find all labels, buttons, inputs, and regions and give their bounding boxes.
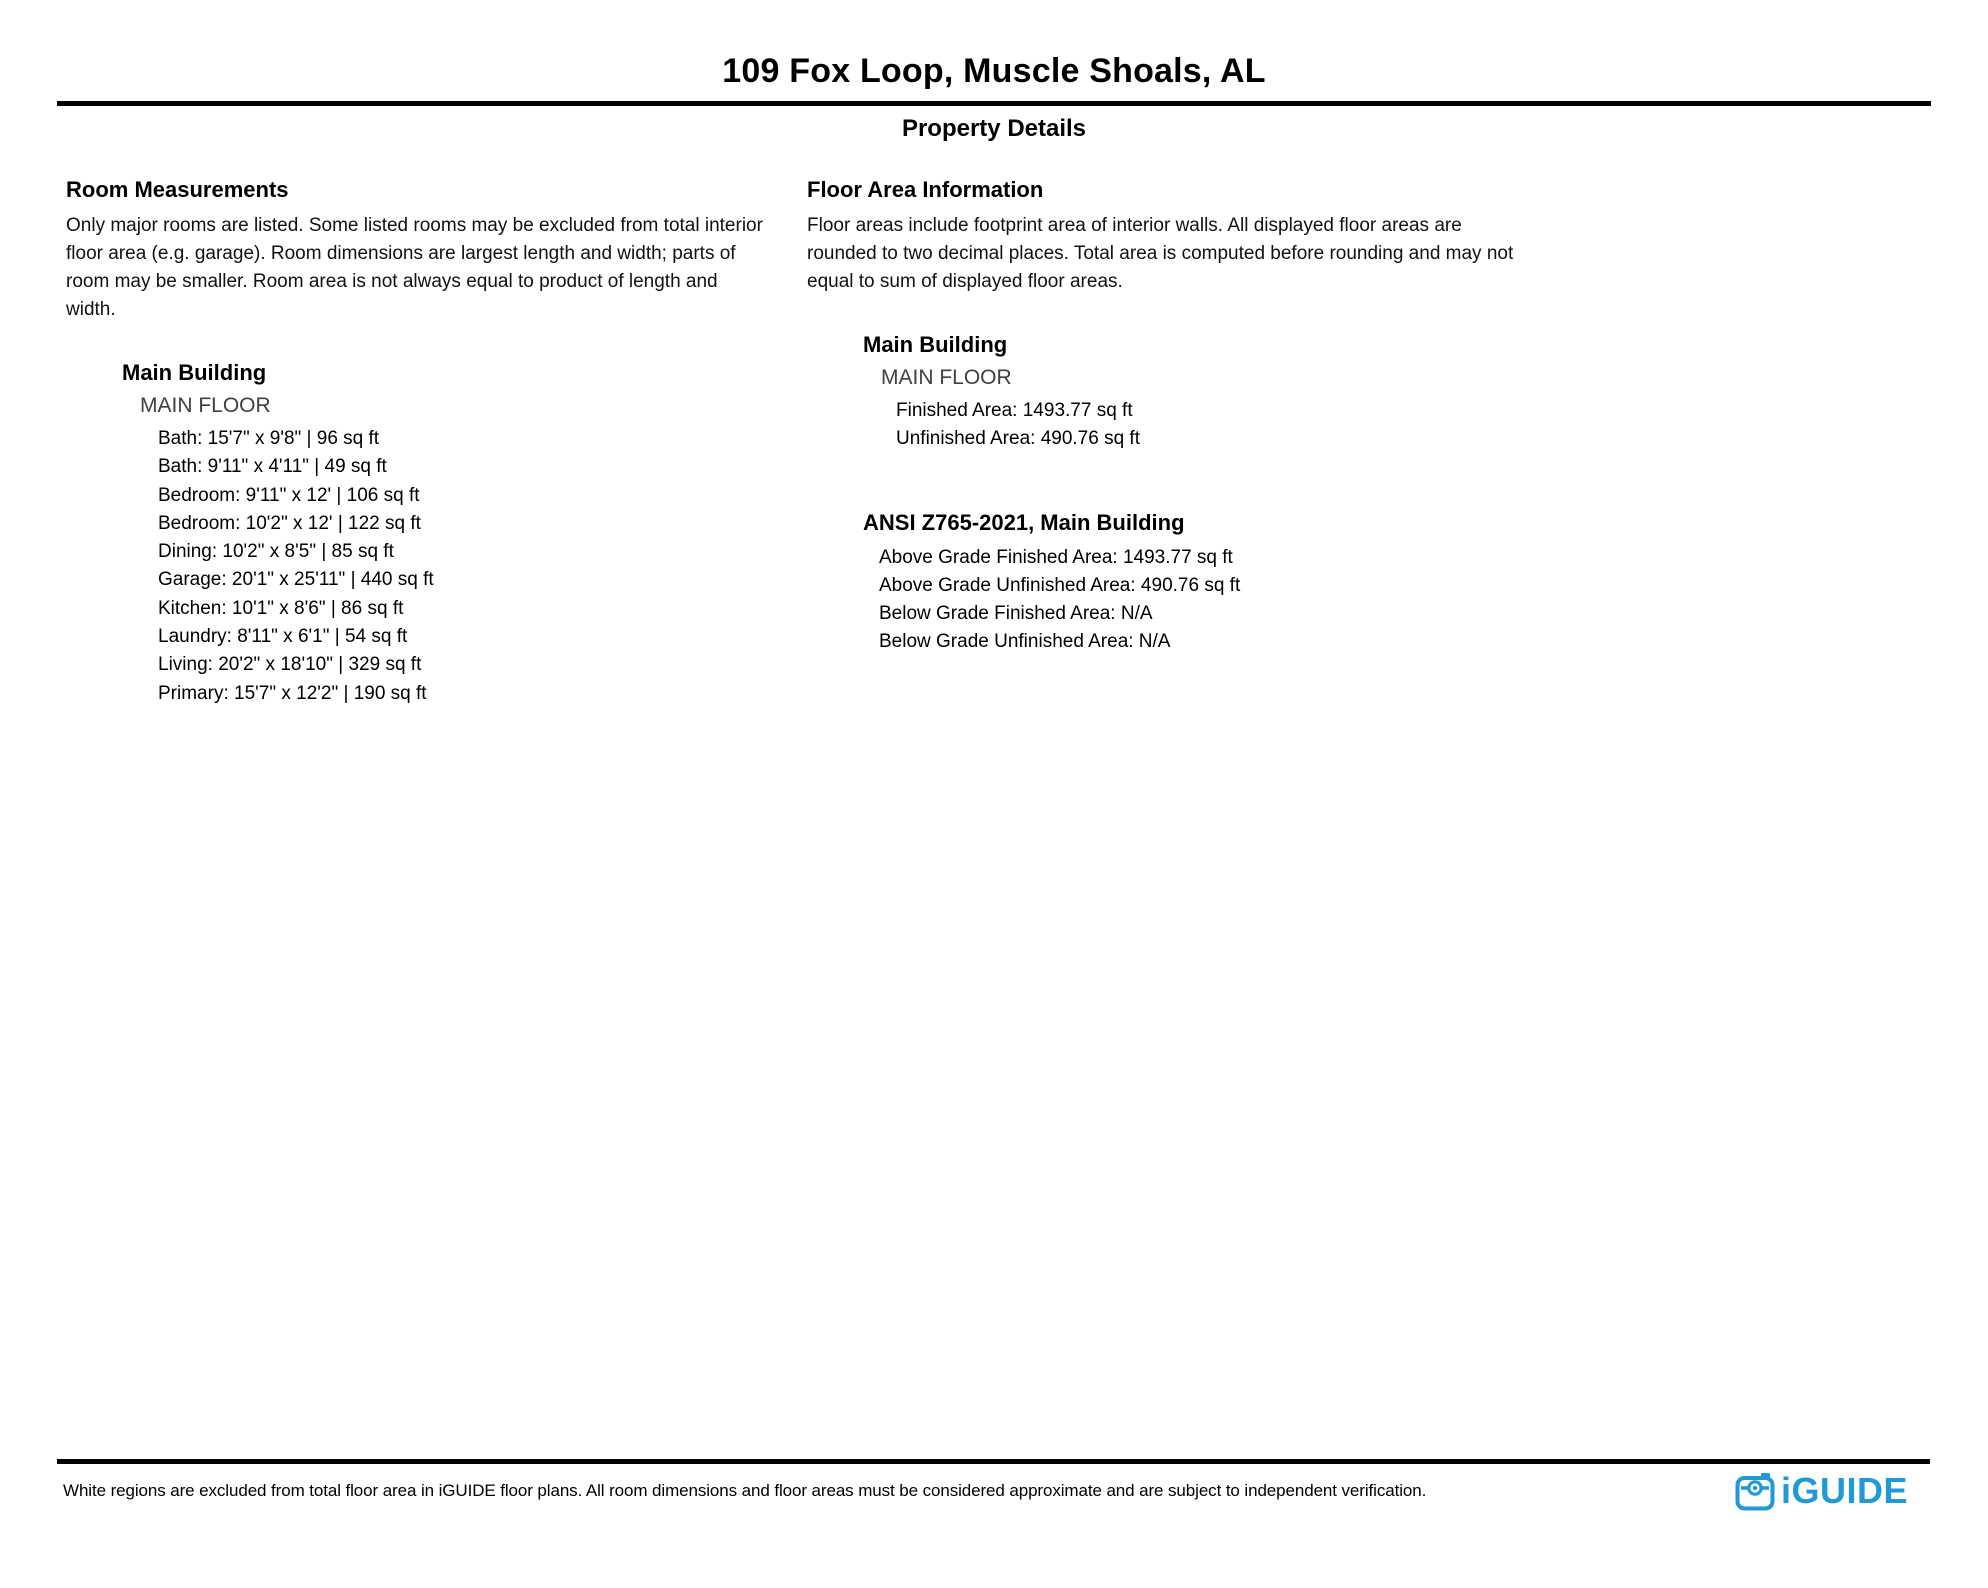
room-row: Bath: 9'11" x 4'11" | 49 sq ft: [158, 456, 387, 478]
page-footer: White regions are excluded from total fl…: [0, 1459, 1988, 1512]
floor-label: MAIN FLOOR: [140, 394, 271, 417]
main-building-rooms: Main Building MAIN FLOOR Bath: 15'7" x 9…: [122, 360, 766, 708]
page-header: 109 Fox Loop, Muscle Shoals, AL Property…: [0, 52, 1988, 143]
room-row: Bath: 15'7" x 9'8" | 96 sq ft: [158, 428, 380, 449]
ansi-heading: ANSI Z765-2021, Main Building: [863, 509, 1185, 535]
floor-area-heading: Floor Area Information: [807, 177, 1044, 202]
main-building-areas: Main Building MAIN FLOOR Finished Area: …: [863, 332, 1527, 454]
building-name: Main Building: [863, 332, 1008, 357]
room-measurements-section: Room Measurements Only major rooms are l…: [66, 177, 766, 708]
floor-area-section: Floor Area Information Floor areas inclu…: [807, 177, 1527, 708]
ansi-row: Above Grade Finished Area: 1493.77 sq ft: [879, 546, 1233, 568]
building-name: Main Building: [122, 360, 267, 385]
property-details-body: Room Measurements Only major rooms are l…: [66, 177, 1988, 708]
room-row: Bedroom: 9'11" x 12' | 106 sq ft: [158, 484, 420, 506]
room-row: Living: 20'2" x 18'10" | 329 sq ft: [158, 654, 422, 676]
room-row: Garage: 20'1" x 25'11" | 440 sq ft: [158, 569, 434, 591]
iguide-camera-icon: [1734, 1470, 1776, 1512]
page-title: 109 Fox Loop, Muscle Shoals, AL: [722, 52, 1266, 90]
room-row: Primary: 15'7" x 12'2" | 190 sq ft: [158, 682, 427, 704]
floor-area-description: Floor areas include footprint area of in…: [807, 215, 1514, 292]
room-row: Laundry: 8'11" x 6'1" | 54 sq ft: [158, 626, 408, 648]
room-measurements-heading: Room Measurements: [66, 177, 289, 202]
room-row: Kitchen: 10'1" x 8'6" | 86 sq ft: [158, 597, 404, 619]
area-row: Finished Area: 1493.77 sq ft: [896, 400, 1133, 421]
iguide-logo-text: iGUIDE: [1780, 1470, 1908, 1511]
room-row: Bedroom: 10'2" x 12' | 122 sq ft: [158, 512, 421, 534]
room-row: Dining: 10'2" x 8'5" | 85 sq ft: [158, 541, 394, 563]
floor-label: MAIN FLOOR: [881, 366, 1012, 389]
ansi-rows: Above Grade Finished Area: 1493.77 sq ft…: [879, 544, 1527, 657]
area-row: Unfinished Area: 490.76 sq ft: [896, 428, 1140, 450]
ansi-block: ANSI Z765-2021, Main Building Above Grad…: [863, 510, 1527, 657]
page-subtitle: Property Details: [901, 115, 1087, 142]
room-measurements-description: Only major rooms are listed. Some listed…: [66, 215, 763, 320]
ansi-row: Below Grade Finished Area: N/A: [879, 603, 1153, 625]
footer-disclaimer: White regions are excluded from total fl…: [63, 1481, 1427, 1500]
iguide-logo: iGUIDE: [1734, 1470, 1908, 1512]
ansi-row: Above Grade Unfinished Area: 490.76 sq f…: [879, 574, 1241, 596]
ansi-row: Below Grade Unfinished Area: N/A: [879, 631, 1171, 653]
header-divider: [57, 101, 1931, 106]
room-list: Bath: 15'7" x 9'8" | 96 sq ft Bath: 9'11…: [158, 425, 766, 708]
footer-divider: [57, 1459, 1930, 1464]
floor-area-rows: Finished Area: 1493.77 sq ft Unfinished …: [896, 397, 1527, 454]
